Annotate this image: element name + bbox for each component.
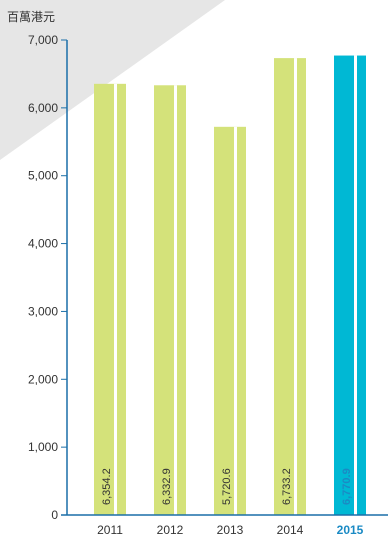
bar-2012 (154, 85, 186, 515)
x-tick-label: 2015 (337, 523, 364, 537)
y-tick-label: 4,000 (28, 237, 58, 251)
x-tick-label: 2012 (157, 523, 184, 537)
value-label: 6,332.9 (161, 468, 173, 505)
y-tick-label: 6,000 (28, 101, 58, 115)
value-label: 6,770.9 (341, 468, 353, 505)
y-tick-label: 1,000 (28, 440, 58, 454)
x-tick-label: 2013 (217, 523, 244, 537)
bar-2013 (214, 126, 246, 515)
value-label: 6,733.2 (281, 468, 293, 505)
bar-stripe (354, 55, 357, 515)
x-tick-label: 2011 (97, 523, 123, 537)
x-tick-label: 2014 (277, 523, 304, 537)
bar-2011 (94, 83, 126, 515)
bar-stripe (114, 83, 117, 515)
bar-stripe (234, 126, 237, 515)
background-shape (0, 0, 225, 160)
y-tick-label: 0 (51, 508, 58, 522)
y-ticks-group: 0 1,000 2,000 3,000 4,000 5,000 6,000 7,000 (28, 33, 67, 522)
bar-stripe (174, 85, 177, 515)
bars-group: 6,354.2 6,332.9 5,720.6 6,733.2 6,770.9 (94, 55, 366, 516)
x-labels-group: 2011 2012 2013 2014 2015 (97, 523, 364, 537)
value-label: 5,720.6 (221, 468, 233, 505)
y-axis-label: 百萬港元 (7, 10, 55, 24)
value-label: 6,354.2 (101, 468, 113, 505)
bar-2014 (274, 58, 306, 516)
bar-stripe (294, 58, 297, 516)
y-tick-label: 2,000 (28, 372, 58, 386)
y-tick-label: 7,000 (28, 33, 58, 47)
y-tick-label: 5,000 (28, 169, 58, 183)
bar-2015 (334, 55, 366, 515)
y-tick-label: 3,000 (28, 304, 58, 318)
